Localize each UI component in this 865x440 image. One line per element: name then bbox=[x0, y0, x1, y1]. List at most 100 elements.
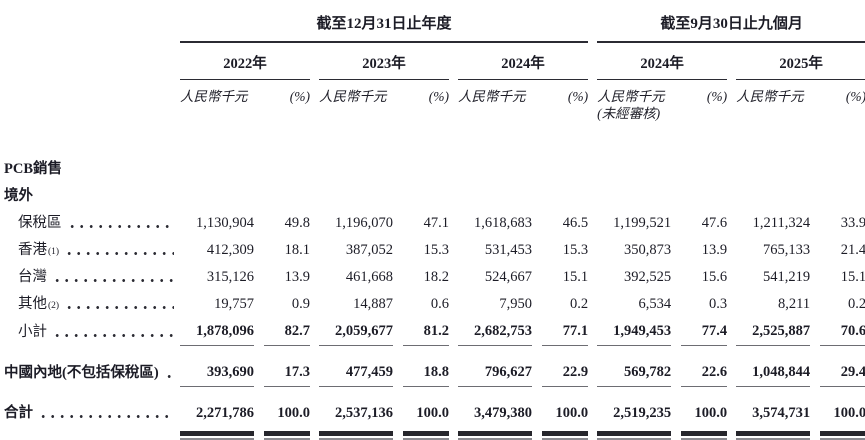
cell-2024-pct: 22.9 bbox=[542, 345, 589, 387]
cell-2025-9m-amount: 1,048,844 bbox=[736, 345, 811, 387]
cell-2024-9m-pct: 47.6 bbox=[701, 215, 728, 231]
cell-2022-pct: 82.7 bbox=[264, 318, 310, 346]
cell-2022-pct: 100.0 bbox=[277, 405, 310, 421]
year-2022-header: 2022年 bbox=[180, 42, 310, 80]
cell-2023-pct: 100.0 bbox=[416, 405, 449, 421]
cell-2024-9m-amount: 2,519,235 bbox=[613, 405, 672, 421]
cell-2023-amount: 2,059,677 bbox=[319, 318, 393, 346]
table-row-subtotal: 小計 1,878,096 82.7 2,059,677 81.2 2,682,7… bbox=[4, 318, 865, 346]
cell-2025-9m-amount: 3,574,731 bbox=[752, 405, 811, 421]
cell-2022-pct: 17.3 bbox=[264, 345, 310, 387]
cell-2022-amount: 315,126 bbox=[206, 269, 254, 285]
cell-2023-pct: 15.3 bbox=[423, 242, 449, 258]
unit-label: 人民幣千元 bbox=[597, 89, 665, 104]
cell-2024-9m-pct: 22.6 bbox=[681, 345, 728, 387]
cell-2024-9m-pct: 77.4 bbox=[681, 318, 728, 346]
cell-2025-9m-pct: 15.1 bbox=[840, 269, 865, 285]
pct-header-2025-9m: (%) bbox=[845, 89, 865, 104]
double-rule bbox=[736, 427, 811, 440]
section-label: PCB銷售 bbox=[4, 161, 62, 177]
cell-2024-pct: 77.1 bbox=[542, 318, 589, 346]
cell-2024-amount: 7,950 bbox=[499, 296, 532, 312]
cell-2024-9m-amount: 6,534 bbox=[638, 296, 672, 312]
cell-2025-9m-pct: 70.6 bbox=[820, 318, 865, 346]
unaudited-note: (未經審核) bbox=[597, 106, 661, 121]
row-label: 小計 bbox=[18, 323, 47, 340]
cell-2025-9m-pct: 29.4 bbox=[820, 345, 865, 387]
double-rule bbox=[458, 427, 532, 440]
table-row-total: 合計 2,271,786 100.0 2,537,136 100.0 3,479… bbox=[4, 387, 865, 428]
period-group-nine-month-title: 截至9月30日止九個月 bbox=[597, 8, 865, 43]
total-double-rule-row bbox=[4, 427, 865, 440]
cell-2022-pct: 49.8 bbox=[284, 215, 310, 231]
double-rule bbox=[319, 427, 393, 440]
cell-2024-9m-pct: 0.3 bbox=[708, 296, 728, 312]
cell-2022-amount: 19,757 bbox=[214, 296, 254, 312]
pcb-sales-breakdown-table: 截至12月31日止年度 截至9月30日止九個月 2022年 2023年 2024… bbox=[4, 8, 865, 440]
dot-leader bbox=[69, 224, 174, 229]
table-row-hong-kong: 香港 (1) 412,309 18.1 387,052 15.3 531,453 … bbox=[4, 237, 865, 264]
column-unit-header-row: 人民幣千元 (%) 人民幣千元 (%) 人民幣千元 (%) 人民幣千元 (未經審… bbox=[4, 80, 865, 123]
cell-2024-pct: 100.0 bbox=[555, 405, 589, 421]
cell-2023-pct: 47.1 bbox=[423, 215, 449, 231]
row-label: 香港 bbox=[18, 242, 47, 258]
cell-2025-9m-pct: 0.2 bbox=[847, 296, 865, 312]
section-row-pcb-sales: PCB銷售 bbox=[4, 156, 865, 183]
cell-2024-9m-pct: 100.0 bbox=[694, 405, 728, 421]
cell-2022-amount: 1,130,904 bbox=[196, 215, 254, 231]
pct-header-2024-9m: (%) bbox=[706, 89, 728, 104]
table-row-mainland-china: 中國內地(不包括保稅區) 393,690 17.3 477,459 18.8 7… bbox=[4, 345, 865, 387]
cell-2023-pct: 81.2 bbox=[403, 318, 449, 346]
cell-2025-9m-pct: 100.0 bbox=[833, 405, 865, 421]
cell-2024-9m-pct: 13.9 bbox=[701, 242, 728, 258]
cell-2024-amount: 531,453 bbox=[484, 242, 532, 258]
cell-2022-pct: 0.9 bbox=[291, 296, 310, 312]
cell-2025-9m-amount: 765,133 bbox=[762, 242, 811, 258]
pct-header-2023: (%) bbox=[428, 89, 449, 104]
section-row-overseas: 境外 bbox=[4, 183, 865, 210]
cell-2024-amount: 2,682,753 bbox=[458, 318, 532, 346]
pct-header-2022: (%) bbox=[289, 89, 310, 104]
cell-2024-9m-amount: 569,782 bbox=[597, 345, 672, 387]
year-2023-header: 2023年 bbox=[319, 42, 449, 80]
unit-header-2022: 人民幣千元 bbox=[180, 89, 248, 104]
double-rule bbox=[403, 427, 449, 440]
row-label: 合計 bbox=[4, 405, 33, 421]
cell-2022-amount: 2,271,786 bbox=[196, 405, 254, 421]
double-rule bbox=[597, 427, 672, 440]
dot-leader bbox=[55, 278, 174, 283]
double-rule bbox=[681, 427, 728, 440]
cell-2025-9m-amount: 541,219 bbox=[762, 269, 811, 285]
dot-leader bbox=[41, 414, 174, 419]
cell-2024-pct: 15.3 bbox=[562, 242, 589, 258]
year-2024-9m-header: 2024年 bbox=[597, 42, 728, 80]
section-label: 境外 bbox=[4, 188, 33, 204]
pct-header-2024: (%) bbox=[567, 89, 589, 104]
cell-2024-pct: 15.1 bbox=[562, 269, 589, 285]
unit-header-2023: 人民幣千元 bbox=[319, 89, 387, 104]
cell-2024-9m-amount: 392,525 bbox=[623, 269, 672, 285]
period-group-annual-title: 截至12月31日止年度 bbox=[180, 8, 589, 43]
cell-2024-amount: 1,618,683 bbox=[474, 215, 532, 231]
cell-2025-9m-pct: 33.9 bbox=[840, 215, 865, 231]
unit-header-2024-9m: 人民幣千元 (未經審核) bbox=[597, 80, 671, 123]
cell-2022-amount: 412,309 bbox=[206, 242, 254, 258]
cell-2024-9m-amount: 1,949,453 bbox=[597, 318, 672, 346]
cell-2024-9m-pct: 15.6 bbox=[701, 269, 728, 285]
dot-leader bbox=[166, 373, 174, 379]
year-2025-9m-header: 2025年 bbox=[736, 42, 865, 80]
cell-2025-9m-amount: 8,211 bbox=[778, 296, 811, 312]
row-label: 保稅區 bbox=[18, 215, 62, 231]
cell-2022-amount: 393,690 bbox=[180, 345, 254, 387]
cell-2023-pct: 18.2 bbox=[423, 269, 449, 285]
cell-2022-pct: 13.9 bbox=[284, 269, 310, 285]
dot-leader bbox=[67, 251, 174, 256]
cell-2024-9m-amount: 1,199,521 bbox=[613, 215, 672, 231]
cell-2023-amount: 477,459 bbox=[319, 345, 393, 387]
double-rule bbox=[180, 427, 254, 440]
cell-2024-9m-amount: 350,873 bbox=[623, 242, 672, 258]
table-row-taiwan: 台灣 315,126 13.9 461,668 18.2 524,667 15.… bbox=[4, 264, 865, 291]
cell-2024-pct: 46.5 bbox=[562, 215, 589, 231]
year-header-row: 2022年 2023年 2024年 2024年 2025年 bbox=[4, 42, 865, 80]
